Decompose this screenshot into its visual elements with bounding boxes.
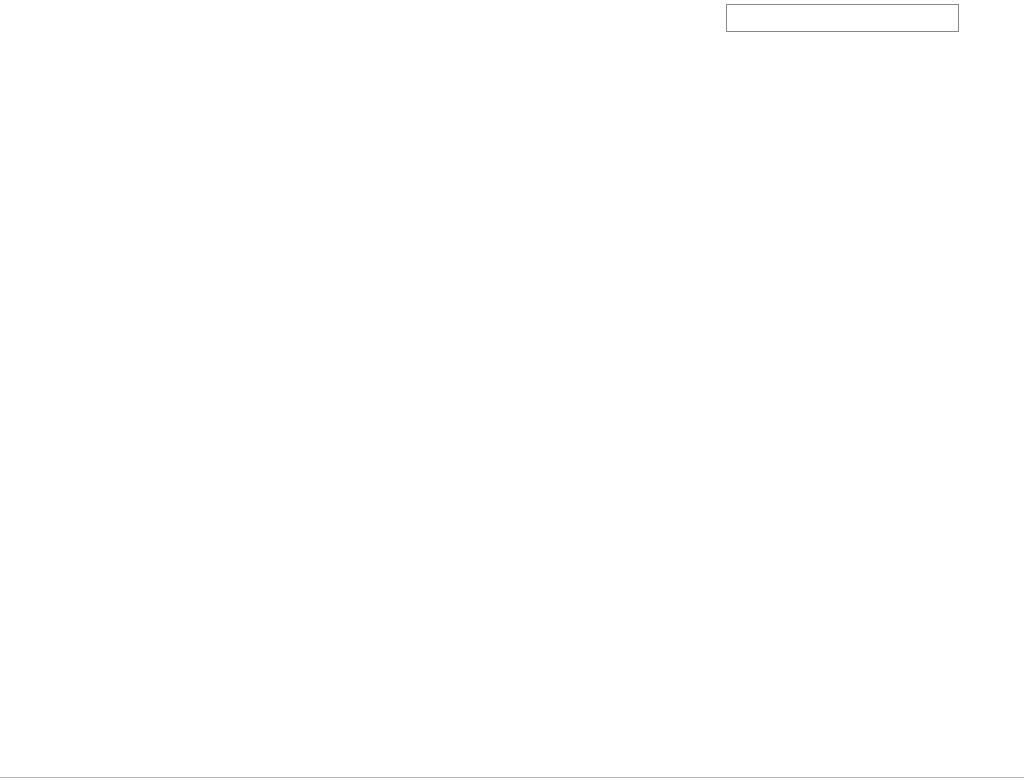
pump-title-box xyxy=(726,4,959,32)
page-bottom-rule xyxy=(0,777,1024,778)
